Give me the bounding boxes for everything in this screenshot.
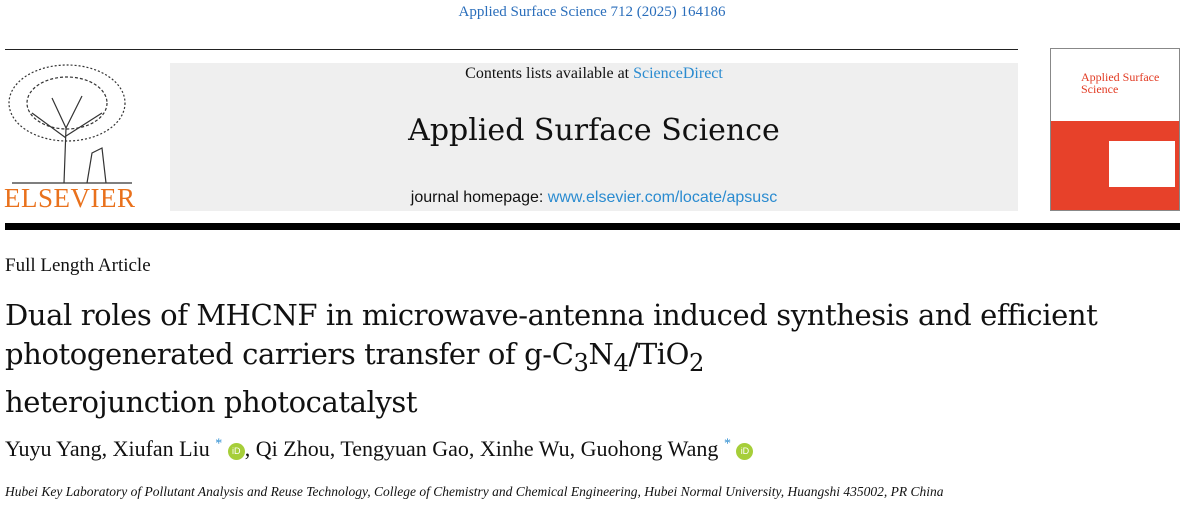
subscript: 3 [573,348,589,377]
corresponding-mark[interactable]: * [215,436,223,452]
contents-label: Contents lists available at [465,65,634,82]
elsevier-logo[interactable]: ELSEVIER [2,58,142,214]
cover-figure [1109,141,1175,187]
header-rule [5,223,1180,230]
title-line-1: Dual roles of MHCNF in microwave-antenna… [5,298,1098,332]
journal-citation[interactable]: Applied Surface Science 712 (2025) 16418… [458,4,726,20]
title-line-2: photogenerated carriers transfer of g-C [5,337,574,371]
author[interactable]: Yuyu Yang [5,436,102,461]
divider [5,49,1018,50]
journal-name: Applied Surface Science [408,113,780,148]
author-list: Yuyu Yang, Xiufan Liu * iD, Qi Zhou, Ten… [5,436,754,462]
homepage-link[interactable]: www.elsevier.com/locate/apsusc [547,189,778,206]
author[interactable]: Xiufan Liu [112,436,210,461]
author[interactable]: Tengyuan Gao [340,436,469,461]
title-line-3: heterojunction photocatalyst [5,384,418,419]
journal-cover[interactable]: Applied Surface Science [1050,48,1180,211]
affiliation: Hubei Key Laboratory of Pollutant Analys… [5,484,944,499]
homepage-label: journal homepage: [410,189,548,206]
article-title: Dual roles of MHCNF in microwave-antenna… [5,296,1098,422]
subscript: 4 [613,348,629,377]
contents-line: Contents lists available at ScienceDirec… [170,65,1018,83]
author[interactable]: Guohong Wang [580,436,719,461]
title-text: N [588,337,614,371]
sciencedirect-link[interactable]: ScienceDirect [633,65,723,82]
author[interactable]: Qi Zhou [255,436,330,461]
cover-title: Applied Surface Science [1081,70,1160,96]
title-text: /TiO [628,337,690,371]
elsevier-wordmark: ELSEVIER [4,183,136,213]
homepage-line: journal homepage: www.elsevier.com/locat… [170,189,1018,207]
article-type: Full Length Article [5,255,151,276]
tree-icon [8,64,132,184]
corresponding-mark[interactable]: * [723,436,731,452]
orcid-icon[interactable]: iD [736,443,754,460]
subscript: 2 [689,348,705,377]
author[interactable]: Xinhe Wu [479,436,570,461]
journal-header-box: Contents lists available at ScienceDirec… [170,63,1018,211]
orcid-icon[interactable]: iD [227,443,245,460]
